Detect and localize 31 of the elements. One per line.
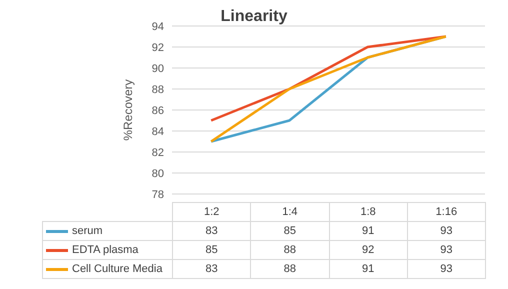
x-tick-label: 1:8: [329, 202, 408, 222]
data-label: 91: [329, 222, 408, 240]
x-tick-label: 1:2: [172, 202, 251, 222]
y-tick-label: 78: [152, 188, 164, 201]
data-label: 85: [250, 222, 329, 240]
chart-title: Linearity: [220, 8, 288, 25]
data-label: 88: [250, 240, 329, 260]
legend-label: serum: [72, 225, 103, 237]
data-label: 91: [329, 260, 408, 278]
legend-label: Cell Culture Media: [72, 263, 162, 275]
data-label: 93: [407, 260, 486, 278]
y-tick-label: 88: [152, 84, 164, 96]
y-tick-label: 86: [152, 104, 164, 117]
y-tick-label: 84: [152, 126, 164, 138]
y-tick-label: 82: [152, 146, 164, 159]
y-axis-title: %Recovery: [121, 79, 135, 141]
legend-label: EDTA plasma: [72, 244, 138, 256]
data-label: 83: [172, 260, 251, 278]
y-tick-label: 90: [152, 62, 164, 75]
line-series: [210, 35, 448, 143]
y-tick-label: 80: [152, 168, 164, 180]
y-tick-label: 92: [152, 42, 164, 54]
data-label: 83: [172, 222, 251, 240]
x-tick-label: 1:16: [407, 202, 486, 222]
data-label: 85: [172, 240, 251, 260]
y-tick-label: 94: [152, 20, 164, 33]
data-label: 92: [329, 240, 408, 260]
data-label: 93: [407, 222, 486, 240]
data-label: 88: [250, 260, 329, 278]
data-label: 93: [407, 240, 486, 260]
x-tick-label: 1:4: [250, 202, 329, 222]
